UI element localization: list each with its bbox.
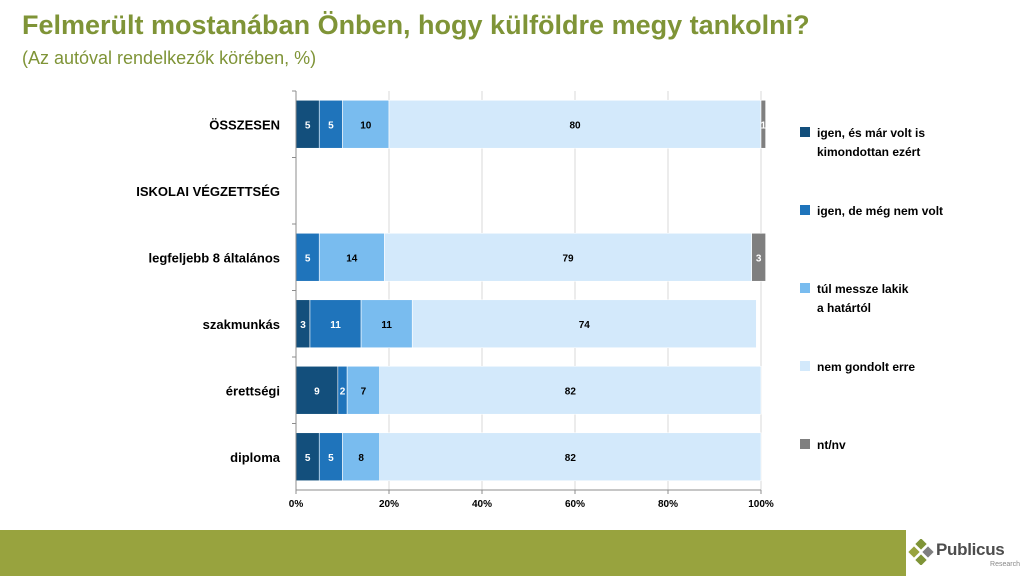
bar-osszesen-tul-messze-lakik-a-hatartol (342, 99, 390, 149)
data-label-osszesen-tul-messze-lakik-a-hatartol: 10 (360, 120, 372, 131)
bar-szakmunkas-igen-de-meg-nem-volt (309, 299, 362, 349)
bar-legfeljebb-8-altalanos-tul-messze-lakik-a-hatartol (318, 232, 385, 282)
data-label-legfeljebb-8-altalanos-igen-de-meg-nem-volt: 5 (305, 253, 311, 264)
chart-bars: 5 5 10 80 1 5 14 79 3 3 11 11 74 9 2 7 82 5 5 8 82 (295, 99, 767, 482)
data-label-erettsegi-tul-messze-lakik-a-hatartol: 7 (361, 386, 367, 397)
legend-label-line: nt/nv (817, 438, 846, 452)
data-label-osszesen-nem-gondolt-erre: 80 (569, 120, 581, 131)
data-label-osszesen-igen-de-meg-nem-volt: 5 (328, 120, 334, 131)
data-label-erettsegi-nem-gondolt-erre: 82 (565, 386, 577, 397)
legend-label-line: igen, de még nem volt (817, 204, 943, 218)
category-label-legfeljebb-8-altalanos: legfeljebb 8 általános (149, 250, 281, 265)
category-labels: ÖSSZESEN ISKOLAI VÉGZETTSÉG legfeljebb 8 á… (136, 117, 281, 465)
publicus-diamond-icon (908, 539, 934, 565)
data-label-diploma-nem-gondolt-erre: 82 (565, 453, 577, 464)
data-label-diploma-igen-es-mar-volt-is-kimondottan-ezert: 5 (305, 453, 311, 464)
legend-label-tul-messze-lakik-a-hatartol: túl messze lakik a határtól (817, 282, 909, 315)
bar-szakmunkas-nem-gondolt-erre (411, 299, 757, 349)
bar-legfeljebb-8-altalanos-nt-nv (751, 232, 766, 282)
bar-osszesen-nem-gondolt-erre (388, 99, 762, 149)
bar-diploma-nem-gondolt-erre (379, 432, 762, 482)
chart-title: Felmerült mostanában Önben, hogy külföld… (22, 10, 810, 40)
x-tick-label: 60% (565, 499, 585, 510)
data-label-szakmunkas-nem-gondolt-erre: 74 (579, 320, 591, 331)
legend-label-igen-de-meg-nem-volt: igen, de még nem volt (817, 204, 943, 218)
footer-bar: Publicus Research (0, 530, 1024, 576)
data-label-osszesen-nt-nv: 1 (761, 120, 767, 131)
bar-diploma-tul-messze-lakik-a-hatartol (342, 432, 381, 482)
legend-swatch-nem-gondolt-erre (800, 361, 810, 371)
logo-name: Publicus (936, 540, 1005, 559)
x-tick-label: 0% (289, 499, 304, 510)
x-tick-label: 40% (472, 499, 492, 510)
chart-gridlines (388, 91, 762, 490)
legend-swatch-igen-es-mar-volt-is-kimondottan-ezert (800, 127, 810, 137)
category-label-diploma: diploma (230, 450, 281, 465)
data-label-szakmunkas-igen-es-mar-volt-is-kimondottan-ezert: 3 (300, 320, 306, 331)
chart-axes (292, 90, 762, 494)
data-label-legfeljebb-8-altalanos-tul-messze-lakik-a-hatartol: 14 (346, 253, 358, 264)
legend-label-nt-nv: nt/nv (817, 438, 846, 452)
bar-legfeljebb-8-altalanos-nem-gondolt-erre (384, 232, 753, 282)
legend-label-line: kimondottan ezért (817, 145, 920, 159)
legend-swatch-nt-nv (800, 439, 810, 449)
category-label-iskolai-vegzettseg: ISKOLAI VÉGZETTSÉG (136, 184, 280, 199)
bar-erettsegi-tul-messze-lakik-a-hatartol (346, 365, 380, 415)
x-tick-label: 100% (748, 499, 774, 510)
data-label-legfeljebb-8-altalanos-nt-nv: 3 (756, 253, 762, 264)
data-label-szakmunkas-igen-de-meg-nem-volt: 11 (330, 320, 341, 331)
bar-erettsegi-nem-gondolt-erre (379, 365, 762, 415)
legend-label-line: a határtól (817, 301, 871, 315)
legend-swatch-tul-messze-lakik-a-hatartol (800, 283, 810, 293)
data-label-legfeljebb-8-altalanos-nem-gondolt-erre: 79 (562, 253, 574, 264)
x-tick-label: 20% (379, 499, 399, 510)
x-tick-label: 80% (658, 499, 678, 510)
legend-label-line: nem gondolt erre (817, 360, 915, 374)
data-label-erettsegi-igen-es-mar-volt-is-kimondottan-ezert: 9 (314, 386, 320, 397)
category-label-szakmunkas: szakmunkás (203, 317, 280, 332)
chart-subtitle: (Az autóval rendelkezők körében, %) (22, 48, 317, 68)
bar-osszesen-nt-nv (760, 99, 766, 149)
data-label-diploma-tul-messze-lakik-a-hatartol: 8 (358, 453, 364, 464)
chart-legend: igen, és már volt is kimondottan ezértige… (800, 126, 943, 452)
x-axis-tick-labels: 0% 20% 40% 60% 80% 100% (289, 499, 774, 510)
data-label-erettsegi-igen-de-meg-nem-volt: 2 (340, 386, 346, 397)
category-label-osszesen: ÖSSZESEN (209, 117, 280, 132)
publicus-logo: Publicus Research (906, 530, 1024, 576)
data-label-diploma-igen-de-meg-nem-volt: 5 (328, 453, 334, 464)
legend-label-line: igen, és már volt is (817, 126, 925, 140)
legend-label-nem-gondolt-erre: nem gondolt erre (817, 360, 915, 374)
logo-subtitle: Research (990, 561, 1020, 568)
legend-label-igen-es-mar-volt-is-kimondottan-ezert: igen, és már volt is kimondottan ezért (817, 126, 925, 159)
data-label-osszesen-igen-es-mar-volt-is-kimondottan-ezert: 5 (305, 120, 311, 131)
legend-swatch-igen-de-meg-nem-volt (800, 205, 810, 215)
legend-label-line: túl messze lakik (817, 282, 909, 296)
bar-szakmunkas-tul-messze-lakik-a-hatartol (360, 299, 413, 349)
data-label-szakmunkas-tul-messze-lakik-a-hatartol: 11 (381, 320, 392, 331)
stacked-bar-chart: 5 5 10 80 1 5 14 79 3 3 11 11 74 9 2 7 82 5 5 8 82 ÖSSZESEN I… (136, 90, 943, 510)
category-label-erettsegi: érettségi (226, 383, 280, 398)
